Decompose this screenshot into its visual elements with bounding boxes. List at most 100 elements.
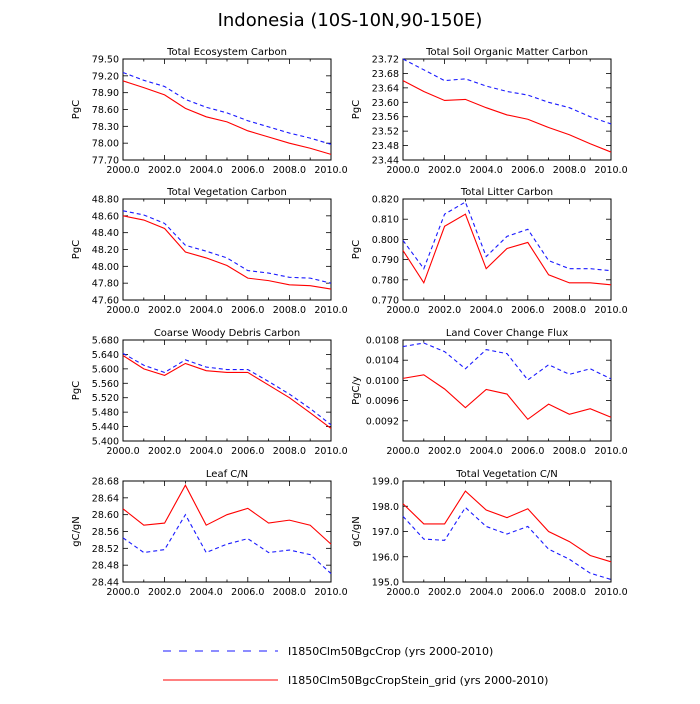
y-tick-label: 199.0	[372, 477, 399, 488]
chart-panels: Total Ecosystem Carbon PgC 2000.0 2002.0 200…	[71, 47, 628, 598]
y-axis-label: PgC	[71, 240, 82, 259]
x-tick-label: 2006.0	[511, 587, 544, 598]
y-tick-label: 78.90	[92, 88, 119, 99]
series-line-dashed	[122, 71, 332, 145]
legend-label: I1850Clm50BgcCrop (yrs 2000-2010)	[288, 645, 493, 658]
chart-panel: Land Cover Change Flux PgC/y 2000.0 2002.0 2…	[351, 328, 628, 457]
y-tick-label: 28.52	[92, 544, 119, 555]
x-tick-label: 2006.0	[511, 446, 544, 457]
x-tick-label: 2004.0	[190, 446, 223, 457]
x-tick-label: 2004.0	[190, 165, 223, 176]
y-tick-label: 0.780	[372, 275, 399, 286]
x-tick-label: 2008.0	[553, 587, 586, 598]
plot-frame	[122, 480, 332, 583]
chart-panel: Total Vegetation C/N gC/gN 2000.0 2002.0 200…	[351, 469, 628, 598]
y-tick-label: 78.30	[92, 122, 119, 133]
x-tick-label: 2004.0	[190, 587, 223, 598]
x-tick-label: 2002.0	[148, 587, 181, 598]
y-tick-label: 28.44	[92, 578, 119, 589]
y-tick-label: 196.0	[372, 552, 399, 563]
y-axis-label: PgC/y	[351, 376, 362, 405]
series-line-dashed	[402, 201, 612, 272]
y-tick-label: 0.0104	[366, 356, 399, 367]
x-tick-label: 2006.0	[511, 305, 544, 316]
y-tick-label: 0.810	[372, 215, 399, 226]
x-tick-label: 2006.0	[231, 305, 264, 316]
y-tick-label: 23.68	[372, 69, 399, 80]
x-tick-label: 2010.0	[314, 165, 347, 176]
y-tick-label: 0.0108	[366, 336, 399, 347]
y-tick-label: 23.56	[372, 112, 399, 123]
y-tick-label: 5.520	[92, 393, 119, 404]
panel-title: Total Vegetation Carbon	[166, 187, 287, 198]
x-tick-label: 2004.0	[190, 305, 223, 316]
y-tick-label: 5.480	[92, 408, 119, 419]
y-tick-label: 0.0100	[366, 376, 399, 387]
plot-frame	[402, 480, 612, 583]
chart-panel: Coarse Woody Debris Carbon PgC 2000.0 2002.…	[71, 328, 348, 457]
y-tick-label: 0.820	[372, 195, 399, 206]
series-line-dashed	[122, 210, 332, 284]
y-tick-label: 28.60	[92, 510, 119, 521]
x-tick-label: 2006.0	[231, 446, 264, 457]
x-tick-label: 2000.0	[106, 587, 139, 598]
plot-frame	[402, 339, 612, 442]
y-tick-label: 48.20	[92, 245, 119, 256]
x-tick-label: 2000.0	[106, 305, 139, 316]
y-tick-label: 78.00	[92, 139, 119, 150]
panel-title: Land Cover Change Flux	[446, 328, 568, 339]
panel-title: Total Vegetation C/N	[455, 469, 557, 480]
y-tick-label: 23.60	[372, 98, 399, 109]
x-tick-label: 2010.0	[594, 587, 627, 598]
x-tick-label: 2008.0	[273, 587, 306, 598]
y-tick-label: 5.440	[92, 422, 119, 433]
x-tick-label: 2010.0	[594, 165, 627, 176]
figure-title: Indonesia (10S-10N,90-150E)	[218, 10, 483, 31]
y-tick-label: 5.640	[92, 350, 119, 361]
x-tick-label: 2000.0	[386, 305, 419, 316]
y-tick-label: 78.60	[92, 105, 119, 116]
y-tick-label: 47.80	[92, 279, 119, 290]
series-line-solid	[402, 80, 612, 153]
y-tick-label: 48.60	[92, 211, 119, 222]
plot-frame	[402, 198, 612, 301]
y-axis-label: PgC	[71, 381, 82, 400]
x-tick-label: 2002.0	[148, 305, 181, 316]
x-tick-label: 2010.0	[314, 446, 347, 457]
x-tick-label: 2000.0	[106, 446, 139, 457]
x-tick-label: 2008.0	[273, 305, 306, 316]
y-tick-label: 198.0	[372, 502, 399, 513]
x-tick-label: 2002.0	[428, 305, 461, 316]
x-tick-label: 2002.0	[428, 446, 461, 457]
y-tick-label: 23.44	[372, 156, 399, 167]
chart-panel: Total Litter Carbon PgC 2000.0 2002.0 2004.0…	[351, 187, 628, 316]
x-tick-label: 2000.0	[386, 587, 419, 598]
x-tick-label: 2000.0	[386, 446, 419, 457]
y-axis-label: gC/gN	[351, 516, 362, 547]
plot-frame	[122, 58, 332, 161]
x-tick-label: 2006.0	[231, 587, 264, 598]
x-tick-label: 2006.0	[231, 165, 264, 176]
x-tick-label: 2002.0	[148, 446, 181, 457]
panel-title: Coarse Woody Debris Carbon	[154, 328, 300, 339]
y-tick-label: 0.0096	[366, 396, 399, 407]
x-tick-label: 2000.0	[106, 165, 139, 176]
y-tick-label: 28.68	[92, 477, 119, 488]
y-tick-label: 28.64	[92, 493, 119, 504]
y-tick-label: 0.800	[372, 235, 399, 246]
series-line-solid	[122, 484, 332, 545]
legend: I1850Clm50BgcCrop (yrs 2000-2010) I1850Cl…	[163, 645, 548, 687]
x-tick-label: 2008.0	[273, 446, 306, 457]
y-tick-label: 197.0	[372, 527, 399, 538]
x-tick-label: 2010.0	[594, 446, 627, 457]
y-tick-label: 48.80	[92, 195, 119, 206]
x-tick-label: 2004.0	[470, 305, 503, 316]
y-tick-label: 79.20	[92, 71, 119, 82]
y-tick-label: 23.72	[372, 55, 399, 66]
x-tick-label: 2006.0	[511, 165, 544, 176]
series-line-solid	[402, 374, 612, 421]
y-tick-label: 48.40	[92, 228, 119, 239]
y-tick-label: 5.680	[92, 336, 119, 347]
panel-title: Total Soil Organic Matter Carbon	[425, 47, 588, 58]
